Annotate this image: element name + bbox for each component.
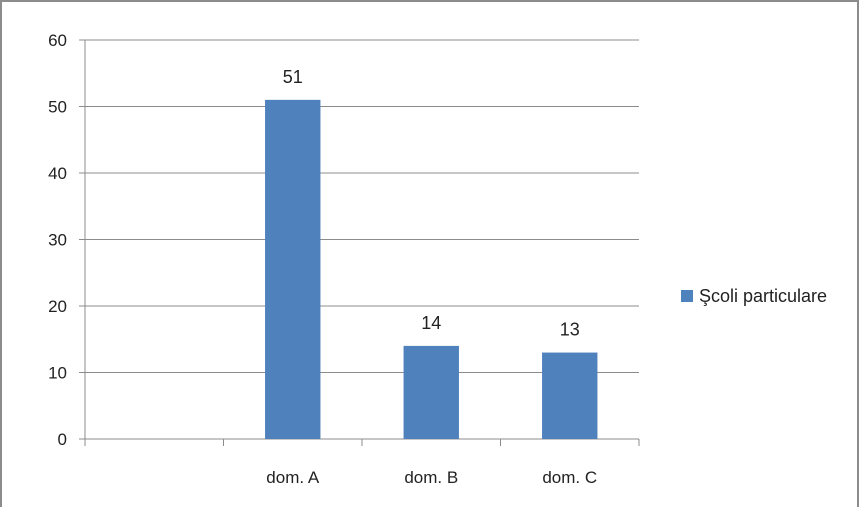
y-tick-label: 30: [48, 231, 67, 250]
x-tick-label: dom. C: [542, 468, 597, 487]
data-label: 51: [283, 67, 303, 87]
y-tick-label: 0: [58, 430, 67, 449]
bar: [542, 352, 598, 439]
labels: 0 10 20 30 40 50 60 dom. A 51 dom. B 14 dom. C 13: [48, 31, 597, 487]
y-tick-label: 60: [48, 31, 67, 50]
bar: [265, 99, 321, 439]
legend: Şcoli particulare: [681, 286, 827, 306]
data-label: 13: [560, 320, 580, 340]
gridlines: [85, 39, 639, 373]
y-tick-label: 40: [48, 164, 67, 183]
x-tick-label: dom. A: [266, 468, 320, 487]
x-tick-label: dom. B: [404, 468, 458, 487]
data-label: 14: [421, 313, 441, 333]
y-tick-label: 20: [48, 297, 67, 316]
y-tick-label: 10: [48, 364, 67, 383]
bars: [265, 99, 598, 439]
y-tick-label: 50: [48, 98, 67, 117]
legend-swatch-scoli-particulare: [681, 290, 693, 302]
bar: [403, 345, 459, 439]
legend-label-scoli-particulare: Şcoli particulare: [699, 286, 827, 306]
